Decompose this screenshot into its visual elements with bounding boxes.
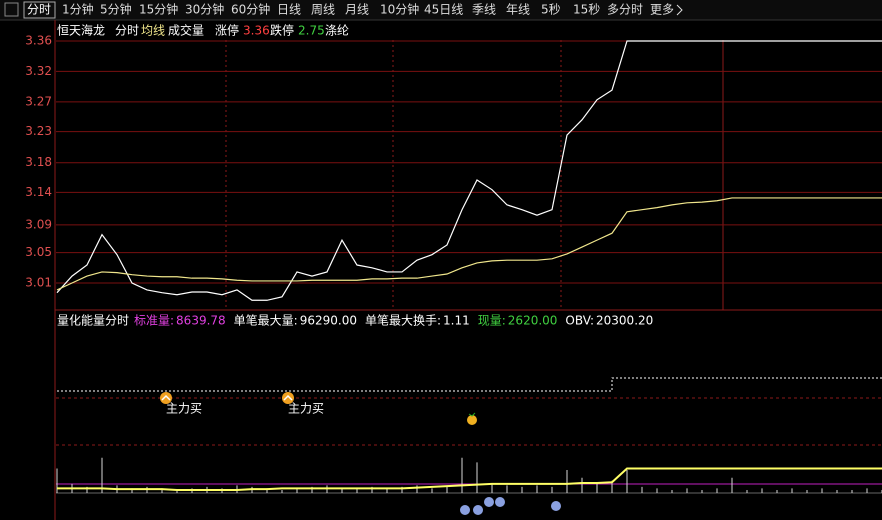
y-tick-label: 3.18 — [25, 155, 52, 169]
tab[interactable]: 更多 — [650, 3, 674, 17]
y-tick-label: 3.14 — [25, 185, 52, 199]
more-chevron — [676, 4, 683, 16]
stat-value: 96290.00 — [300, 314, 357, 328]
stat-label: 单笔最大量: — [234, 313, 298, 328]
tab[interactable]: 日线 — [277, 3, 301, 17]
time-dividers — [225, 40, 562, 310]
limit-down-label: 跌停 — [270, 23, 294, 38]
limit-up: 3.36 — [243, 24, 270, 38]
menu-icon[interactable] — [4, 2, 19, 17]
signal-icons — [160, 392, 561, 515]
tab[interactable]: 15分钟 — [139, 2, 178, 17]
stat-value: 2620.00 — [508, 314, 558, 328]
tab[interactable]: 5秒 — [541, 3, 561, 17]
y-tick-label: 3.32 — [25, 64, 52, 78]
tab[interactable]: 5分钟 — [100, 2, 132, 17]
annotation: 主力买 — [288, 402, 324, 416]
annotation: 主力买 — [166, 402, 202, 416]
stat-label: 标准量: — [134, 314, 174, 328]
stat-value: 20300.20 — [596, 314, 653, 328]
price-line — [56, 197, 882, 291]
legend-price: 分时 — [115, 24, 139, 38]
tab[interactable]: 15秒 — [573, 3, 600, 17]
tab[interactable]: 周线 — [311, 3, 335, 17]
tab[interactable]: 月线 — [345, 3, 369, 17]
price-line — [56, 40, 882, 301]
tab[interactable]: 年线 — [506, 3, 530, 17]
y-tick-label: 3.01 — [25, 276, 52, 290]
tab[interactable]: 45日线 — [424, 3, 463, 17]
stat-label: OBV: — [565, 314, 594, 328]
tab[interactable]: 60分钟 — [231, 2, 270, 17]
sector: 涤纶 — [325, 24, 349, 38]
y-tick-label: 3.05 — [25, 245, 52, 259]
indicator-title: 量化能量分时 — [57, 314, 129, 328]
energy-line — [57, 467, 882, 491]
tab[interactable]: 10分钟 — [380, 2, 419, 17]
stat-label: 单笔最大换手: — [365, 313, 441, 328]
tab[interactable]: 季线 — [472, 3, 496, 17]
selected-tab-box — [23, 1, 56, 19]
limit-up-label: 涨停 — [215, 23, 239, 38]
y-tick-label: 3.36 — [25, 34, 52, 48]
stat-label: 现量: — [478, 314, 506, 328]
stock-name: 恒天海龙 — [57, 23, 105, 38]
stat-value: 1.11 — [443, 314, 470, 328]
tab[interactable]: 1分钟 — [62, 2, 94, 17]
limit-down: 2.75 — [298, 24, 325, 38]
tab[interactable]: 30分钟 — [185, 2, 224, 17]
tab-bar — [0, 0, 882, 20]
volume-label: 成交量 — [168, 23, 204, 38]
stat-value: 8639.78 — [176, 314, 226, 328]
legend-average: 均线 — [141, 24, 165, 38]
y-tick-label: 3.27 — [25, 94, 52, 108]
tab[interactable]: 多分时 — [607, 3, 643, 17]
band-line — [57, 377, 882, 392]
tab[interactable]: 分时 — [27, 3, 51, 17]
y-tick-label: 3.23 — [25, 124, 52, 138]
y-tick-label: 3.09 — [25, 217, 52, 231]
